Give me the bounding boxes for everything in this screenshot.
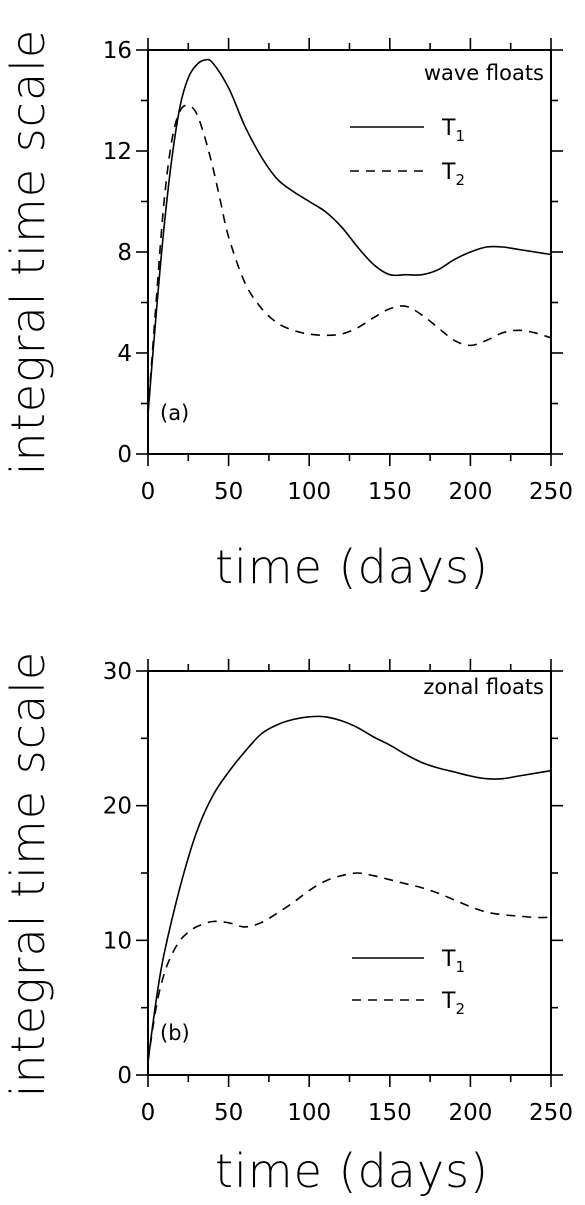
- series-line-t1: [147, 715, 552, 1062]
- panel-label: (a): [160, 401, 189, 425]
- x-tick-label: 150: [368, 479, 412, 505]
- legend-label-t2: T2: [441, 160, 465, 189]
- x-tick-label: 50: [214, 479, 243, 505]
- legend: T1 T2: [350, 116, 465, 189]
- series-lines: [147, 58, 552, 414]
- x-tick-label: 0: [141, 479, 156, 505]
- annotation: wave floats: [424, 61, 544, 85]
- x-tick-label: 100: [287, 479, 331, 505]
- legend-label-t1: T1: [441, 947, 465, 976]
- series-lines: [147, 715, 552, 1062]
- x-tick-label: 0: [141, 1100, 156, 1126]
- y-tick-label: 0: [117, 1063, 132, 1089]
- x-tick-label: 250: [529, 479, 573, 505]
- series-line-t1: [147, 58, 552, 414]
- annotation: zonal floats: [423, 675, 544, 699]
- y-tick-label: 12: [103, 139, 132, 165]
- plot-frame: [147, 670, 552, 1076]
- y-axis-label: integral time scale: [1, 29, 55, 475]
- panel-b: 0 10 20 30 0 50 100 150 200 250 (b) zonal floats…: [1, 651, 573, 1198]
- y-tick-label: 10: [103, 928, 132, 954]
- y-tick-labels: 0 10 20 30: [103, 659, 132, 1089]
- x-tick-label: 200: [448, 1100, 492, 1126]
- tick-marks: [136, 38, 563, 466]
- y-tick-label: 16: [103, 38, 132, 64]
- y-tick-label: 0: [117, 442, 132, 468]
- y-tick-label: 4: [117, 341, 132, 367]
- x-tick-label: 150: [368, 1100, 412, 1126]
- legend-label-t1: T1: [441, 116, 465, 145]
- x-tick-label: 50: [214, 1100, 243, 1126]
- x-tick-label: 200: [448, 479, 492, 505]
- y-axis-label: integral time scale: [1, 651, 55, 1097]
- y-tick-labels: 0 4 8 12 16: [103, 38, 132, 468]
- x-axis-label: time (days): [215, 540, 489, 594]
- x-axis-label: time (days): [215, 1144, 489, 1198]
- tick-marks: [136, 659, 563, 1087]
- series-line-t2: [147, 104, 552, 414]
- x-tick-labels: 0 50 100 150 200 250: [141, 479, 573, 505]
- legend: T1 T2: [352, 947, 465, 1018]
- x-tick-label: 100: [287, 1100, 331, 1126]
- y-tick-label: 8: [117, 240, 132, 266]
- panel-label: (b): [160, 1021, 190, 1045]
- x-tick-labels: 0 50 100 150 200 250: [141, 1100, 573, 1126]
- series-line-t2: [147, 872, 552, 1062]
- x-tick-label: 250: [529, 1100, 573, 1126]
- legend-label-t2: T2: [441, 989, 465, 1018]
- y-tick-label: 30: [103, 659, 132, 685]
- y-tick-label: 20: [103, 794, 132, 820]
- plot-frame: [147, 49, 552, 455]
